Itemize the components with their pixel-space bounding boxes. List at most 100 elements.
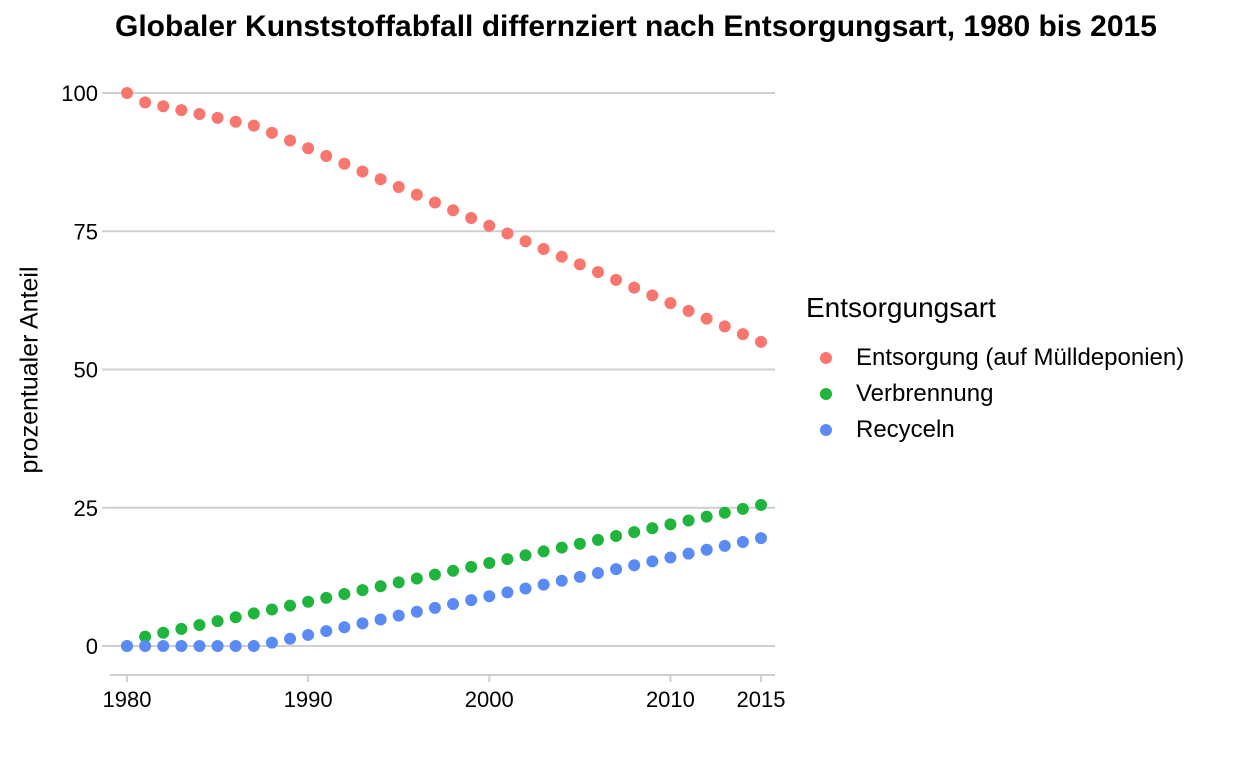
data-point-series-2 <box>465 560 478 573</box>
data-point-series-1 <box>284 134 297 147</box>
data-point-series-2 <box>755 498 767 511</box>
data-point-series-2 <box>410 572 423 585</box>
data-point-series-1 <box>646 289 659 302</box>
data-point-series-1 <box>736 328 749 341</box>
data-point-series-1 <box>465 211 478 224</box>
data-point-series-2 <box>302 595 315 608</box>
data-point-series-3 <box>591 567 604 580</box>
data-point-series-3 <box>320 625 333 638</box>
data-point-series-3 <box>356 617 369 630</box>
data-point-series-3 <box>628 559 641 572</box>
legend: Entsorgungsart Entsorgung (auf Mülldepon… <box>806 292 1184 448</box>
data-point-series-3 <box>229 640 242 652</box>
data-point-series-1 <box>374 173 387 186</box>
data-point-series-2 <box>610 529 623 542</box>
data-point-series-1 <box>501 227 514 240</box>
data-point-series-2 <box>374 580 387 593</box>
data-point-series-3 <box>338 621 351 634</box>
data-point-series-1 <box>718 320 731 333</box>
y-tick-label: 50 <box>74 358 98 383</box>
data-point-series-3 <box>157 640 170 652</box>
data-point-series-1 <box>338 157 351 170</box>
data-point-series-2 <box>247 607 260 620</box>
data-point-series-3 <box>682 547 695 560</box>
legend-marker <box>820 424 832 436</box>
data-point-series-2 <box>193 618 206 631</box>
y-tick-label: 0 <box>86 634 98 659</box>
data-point-series-1 <box>302 142 315 155</box>
data-point-series-2 <box>139 630 152 643</box>
data-point-series-1 <box>519 235 532 248</box>
data-point-series-1 <box>392 181 405 194</box>
data-point-series-3 <box>175 640 188 652</box>
data-point-series-3 <box>193 640 206 652</box>
data-point-series-3 <box>519 582 532 595</box>
x-tick-label: 1980 <box>103 687 152 712</box>
data-point-series-2 <box>447 564 460 577</box>
legend-item: Recyceln <box>806 412 1184 448</box>
data-point-series-3 <box>465 594 478 607</box>
data-point-series-3 <box>555 574 568 587</box>
data-point-series-3 <box>284 632 297 645</box>
legend-label: Verbrennung <box>856 380 994 407</box>
data-point-series-2 <box>682 514 695 527</box>
y-tick-label: 75 <box>74 219 98 244</box>
data-point-series-2 <box>700 510 713 523</box>
data-point-series-3 <box>501 586 514 599</box>
data-point-series-3 <box>247 640 260 652</box>
data-point-series-2 <box>175 622 188 635</box>
data-point-series-2 <box>628 526 641 539</box>
data-point-series-1 <box>483 219 496 232</box>
data-point-series-2 <box>211 615 224 628</box>
data-point-series-3 <box>718 539 731 552</box>
data-point-series-3 <box>664 551 677 564</box>
data-point-series-2 <box>284 599 297 612</box>
data-point-series-2 <box>664 518 677 531</box>
axes: 0 25 50 75 100 1980 1990 2000 2010 2015 <box>61 81 785 712</box>
data-point-series-2 <box>537 545 550 558</box>
data-point-series-2 <box>229 611 242 624</box>
data-point-series-2 <box>428 568 441 581</box>
data-point-series-1 <box>755 335 767 348</box>
data-point-series-3 <box>410 605 423 618</box>
data-point-series-3 <box>573 570 586 583</box>
data-point-series-1 <box>356 165 369 178</box>
data-point-series-3 <box>139 640 152 652</box>
data-point-series-3 <box>537 578 550 591</box>
data-point-series-2 <box>157 626 170 639</box>
legend-title: Entsorgungsart <box>806 292 996 323</box>
x-tick-label: 2000 <box>465 687 514 712</box>
data-point-series-3 <box>121 640 133 652</box>
data-point-series-3 <box>392 609 405 622</box>
data-point-series-2 <box>591 533 604 546</box>
data-point-series-3 <box>211 640 224 652</box>
chart-title: Globaler Kunststoffabfall differnziert n… <box>115 10 1157 43</box>
data-point-series-1 <box>247 119 260 132</box>
data-point-series-3 <box>447 597 460 610</box>
data-point-series-1 <box>265 126 278 139</box>
data-point-series-1 <box>157 100 170 113</box>
data-point-series-1 <box>320 150 333 163</box>
data-point-series-3 <box>483 590 496 603</box>
data-point-series-3 <box>374 613 387 626</box>
data-point-series-2 <box>501 553 514 566</box>
data-point-series-3 <box>428 601 441 614</box>
data-point-series-2 <box>338 588 351 601</box>
data-point-series-2 <box>519 549 532 562</box>
data-point-series-1 <box>175 104 188 117</box>
data-point-series-1 <box>682 304 695 317</box>
data-point-series-1 <box>700 312 713 325</box>
data-point-series-1 <box>193 108 206 121</box>
y-tick-label: 100 <box>61 81 98 106</box>
data-point-series-1 <box>139 96 152 109</box>
data-point-series-1 <box>229 115 242 128</box>
data-point-series-1 <box>555 250 568 263</box>
x-tick-label: 1990 <box>284 687 333 712</box>
x-tick-label: 2015 <box>737 687 786 712</box>
data-point-series-1 <box>591 266 604 279</box>
data-point-series-1 <box>211 111 224 124</box>
data-point-series-1 <box>537 242 550 255</box>
legend-item: Entsorgung (auf Mülldeponien) <box>806 340 1184 376</box>
data-point-series-2 <box>392 576 405 589</box>
data-point-series-3 <box>700 543 713 556</box>
